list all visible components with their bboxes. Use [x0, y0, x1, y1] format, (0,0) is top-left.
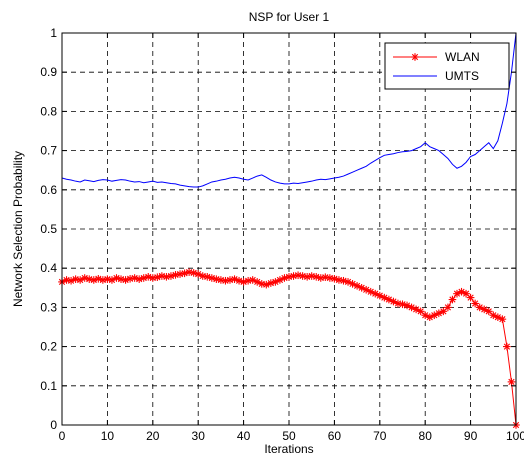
data-point-wlan [366, 287, 375, 296]
series-markers-wlan [58, 268, 520, 429]
data-point-wlan [180, 269, 189, 278]
x-tick-label: 60 [328, 429, 342, 443]
y-tick-label: 0.1 [40, 379, 57, 393]
x-tick-label: 100 [506, 429, 524, 443]
y-tick-label: 0.5 [40, 222, 57, 236]
data-point-wlan [135, 275, 143, 283]
x-tick-label: 90 [464, 429, 478, 443]
data-point-wlan [239, 278, 248, 286]
data-point-wlan [498, 315, 507, 323]
data-point-wlan [507, 378, 516, 386]
y-tick-label: 0.7 [40, 144, 57, 158]
data-point-wlan [294, 271, 302, 280]
data-point-wlan [280, 274, 289, 282]
data-point-wlan [416, 307, 425, 316]
data-point-wlan [466, 293, 475, 302]
data-point-wlan [208, 274, 216, 282]
data-point-wlan [153, 273, 162, 282]
axis-ticks: 0 10 20 30 40 50 60 70 80 90 100 0 0.1 0.2 0.3 0.4 0.5 0.… [40, 26, 524, 443]
data-point-wlan [167, 272, 175, 280]
y-tick-label: 1 [50, 26, 57, 40]
data-point-wlan [80, 274, 89, 282]
data-point-wlan [330, 274, 339, 283]
data-point-wlan [267, 279, 275, 287]
data-point-wlan [94, 274, 103, 283]
x-tick-label: 50 [282, 429, 296, 443]
legend: WLAN UMTS [384, 42, 510, 90]
chart-title: NSP for User 1 [249, 10, 330, 24]
legend-marker-asterisk [411, 53, 419, 61]
data-point-wlan [189, 269, 198, 277]
data-point-wlan [357, 284, 366, 292]
y-axis-title: Network Selection Probability [11, 151, 25, 307]
data-point-wlan [503, 342, 511, 351]
data-point-wlan [203, 273, 212, 281]
legend-label-umts: UMTS [445, 69, 479, 83]
y-tick-label: 0.2 [40, 340, 57, 354]
data-point-wlan [112, 274, 121, 282]
data-point-wlan [99, 276, 107, 284]
legend-label-wlan: WLAN [445, 50, 480, 64]
data-point-wlan [235, 276, 243, 285]
data-point-wlan [130, 274, 139, 282]
data-point-wlan [321, 273, 330, 282]
data-point-wlan [89, 276, 98, 284]
x-tick-label: 20 [146, 429, 160, 443]
x-axis-title: Iterations [264, 442, 313, 456]
y-tick-label: 0.4 [40, 261, 57, 275]
legend-box [384, 42, 510, 90]
y-tick-label: 0.9 [40, 65, 57, 79]
series-line-umts [61, 32, 517, 188]
data-point-wlan [312, 273, 321, 281]
grid [62, 33, 516, 425]
y-tick-label: 0.8 [40, 104, 57, 118]
data-point-wlan [339, 276, 348, 285]
data-point-wlan [144, 273, 153, 281]
series-layer [58, 32, 520, 429]
x-tick-label: 30 [192, 429, 206, 443]
data-point-wlan [489, 311, 498, 320]
x-tick-label: 40 [237, 429, 251, 443]
data-point-wlan [139, 274, 148, 282]
x-tick-label: 0 [59, 429, 66, 443]
y-tick-label: 0.3 [40, 300, 57, 314]
y-tick-label: 0 [50, 418, 57, 432]
x-tick-label: 80 [419, 429, 433, 443]
data-point-wlan [448, 295, 457, 304]
y-tick-label: 0.6 [40, 183, 57, 197]
data-point-wlan [398, 300, 407, 309]
x-tick-label: 70 [373, 429, 387, 443]
data-point-wlan [444, 303, 452, 312]
legend-marker-wlan [411, 53, 419, 61]
data-point-wlan [121, 276, 130, 284]
x-tick-label: 10 [101, 429, 115, 443]
